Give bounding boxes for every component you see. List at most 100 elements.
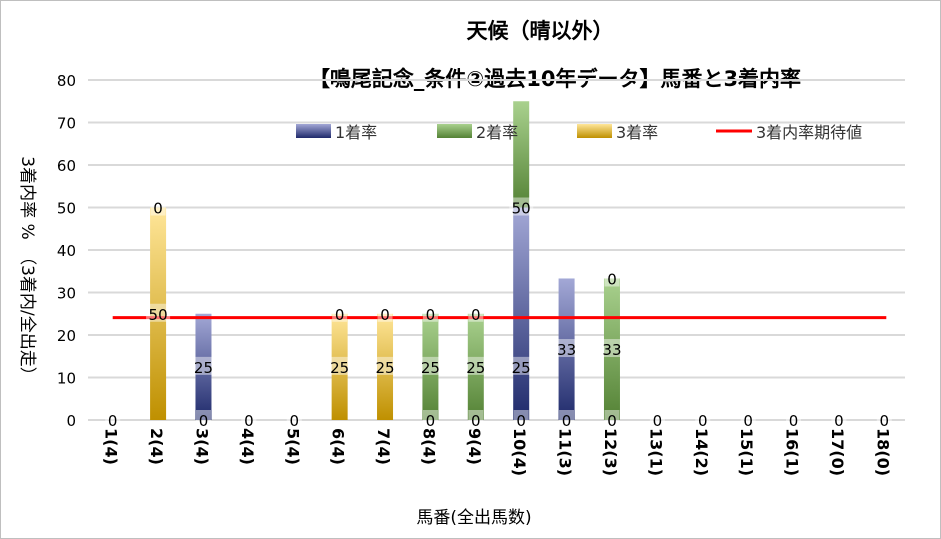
- legend-label: 2着率: [476, 123, 518, 142]
- y-tick-label: 30: [57, 285, 76, 303]
- data-label-bg: [191, 356, 216, 375]
- y-tick-label: 50: [57, 200, 76, 218]
- bar-3-segment: [377, 313, 394, 420]
- data-label: 0: [426, 412, 436, 430]
- bar-3-segment: [150, 207, 167, 420]
- y-tick-label: 70: [57, 115, 76, 133]
- x-tick-label: 13(1): [646, 428, 665, 476]
- data-label: 0: [426, 306, 436, 324]
- data-label: 25: [194, 359, 213, 377]
- legend-swatch-3: [577, 124, 612, 138]
- data-label: 0: [743, 412, 753, 430]
- data-label: 0: [880, 412, 890, 430]
- bar-1-segment: [513, 207, 530, 420]
- data-label-bg: [146, 303, 171, 322]
- data-label: 25: [466, 359, 485, 377]
- x-tick-label: 12(3): [601, 428, 620, 476]
- x-tick-label: 8(4): [419, 428, 438, 465]
- data-label: 0: [380, 306, 390, 324]
- data-label: 0: [471, 306, 481, 324]
- x-axis-title: 馬番(全出馬数): [416, 508, 531, 528]
- data-label: 0: [607, 412, 617, 430]
- bar-2-segment: [422, 313, 439, 420]
- data-label-bg: [554, 339, 579, 358]
- data-label-bg: [327, 356, 352, 375]
- data-label-bg: [604, 268, 620, 287]
- data-label: 0: [653, 412, 663, 430]
- bar-3-segment: [331, 313, 348, 420]
- x-tick-label: 10(4): [510, 428, 529, 476]
- data-label: 0: [698, 412, 708, 430]
- chart-title: 天候（晴以外）: [467, 19, 614, 43]
- data-label: 0: [789, 412, 799, 430]
- x-tick-label: 4(4): [238, 428, 257, 465]
- data-label-bg: [195, 410, 211, 428]
- bar-1-segment: [558, 278, 575, 420]
- data-label-bg: [373, 356, 398, 375]
- data-label: 0: [199, 412, 209, 430]
- data-label-bg: [418, 356, 443, 375]
- x-tick-label: 15(1): [737, 428, 756, 476]
- data-label-bg: [509, 356, 534, 375]
- data-label-bg: [513, 410, 529, 428]
- bar-2-segment: [513, 101, 530, 208]
- x-tick-label: 18(0): [873, 428, 892, 476]
- data-label: 25: [512, 359, 531, 377]
- data-label: 25: [375, 359, 394, 377]
- legend-label: 3着内率期待値: [756, 123, 862, 142]
- x-tick-label: 14(2): [692, 428, 711, 476]
- data-label: 33: [602, 341, 621, 359]
- data-label: 0: [471, 412, 481, 430]
- y-tick-label: 0: [66, 412, 76, 430]
- data-label: 33: [557, 341, 576, 359]
- data-label-bg: [876, 410, 892, 428]
- x-tick-label: 3(4): [192, 428, 211, 465]
- data-label: 0: [108, 412, 118, 430]
- data-label-bg: [422, 303, 438, 322]
- y-tick-label: 60: [57, 157, 76, 175]
- data-label-bg: [509, 197, 534, 216]
- data-label: 0: [335, 306, 345, 324]
- legend-swatch-2: [437, 124, 472, 138]
- data-label-bg: [831, 410, 847, 428]
- data-label: 50: [149, 306, 168, 324]
- legend-label: 3着率: [616, 123, 658, 142]
- data-label-bg: [463, 356, 488, 375]
- data-label: 0: [289, 412, 299, 430]
- bar-1-segment: [195, 313, 212, 420]
- x-tick-label: 7(4): [374, 428, 393, 465]
- legend-label: 1着率: [335, 123, 377, 142]
- data-label: 0: [607, 270, 617, 288]
- y-axis-title: 3着内率 % （3着内/全出走）: [17, 156, 37, 383]
- data-label: 25: [330, 359, 349, 377]
- x-tick-label: 1(4): [102, 428, 121, 465]
- data-label: 50: [512, 200, 531, 218]
- data-label: 0: [562, 412, 572, 430]
- data-label-bg: [377, 303, 393, 322]
- data-label-bg: [649, 410, 665, 428]
- x-tick-label: 5(4): [283, 428, 302, 465]
- bar-2-segment: [603, 278, 620, 420]
- x-tick-label: 9(4): [465, 428, 484, 465]
- x-tick-label: 11(3): [556, 428, 575, 476]
- x-tick-label: 16(1): [783, 428, 802, 476]
- data-label-bg: [332, 303, 348, 322]
- data-label-bg: [695, 410, 711, 428]
- data-label: 0: [244, 412, 254, 430]
- x-tick-label: 2(4): [147, 428, 166, 465]
- y-tick-label: 80: [57, 72, 76, 90]
- data-label: 25: [421, 359, 440, 377]
- data-label-bg: [241, 410, 257, 428]
- x-tick-label: 6(4): [329, 428, 348, 465]
- data-label: 0: [834, 412, 844, 430]
- bar-2-segment: [467, 313, 484, 420]
- data-label: 0: [516, 412, 526, 430]
- data-label: 0: [153, 200, 163, 218]
- data-label-bg: [422, 410, 438, 428]
- data-label-bg: [105, 410, 121, 428]
- x-tick-label: 17(0): [828, 428, 847, 476]
- y-tick-label: 40: [57, 242, 76, 260]
- y-tick-label: 10: [57, 370, 76, 388]
- data-label-bg: [740, 410, 756, 428]
